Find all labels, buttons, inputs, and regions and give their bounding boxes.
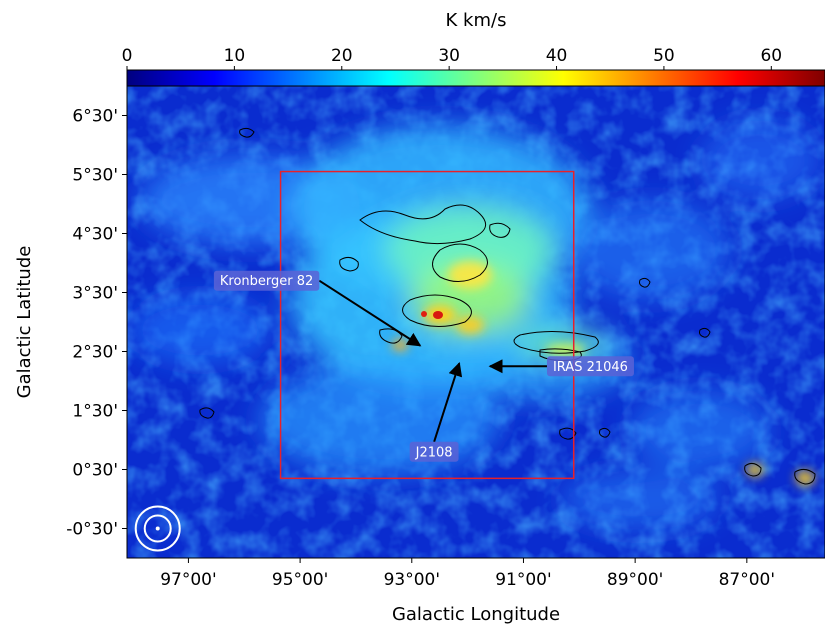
heatmap-image <box>127 86 825 558</box>
annotation-label: J2108 <box>415 445 453 460</box>
y-axis-label: Galactic Latitude <box>14 246 35 399</box>
colorbar-tick-label: 40 <box>546 46 568 66</box>
y-tick-label: 1°30' <box>72 402 118 422</box>
annotation-label: Kronberger 82 <box>220 274 313 289</box>
beam-inner-circle <box>143 514 172 543</box>
y-tick-label: 5°30' <box>72 166 118 186</box>
colorbar-tick-label: 20 <box>331 46 353 66</box>
colorbar-tick-label: 10 <box>224 46 246 66</box>
colorbar-ticks: 0 10 20 30 40 50 60 <box>122 46 782 70</box>
colorbar-tick-label: 30 <box>438 46 460 66</box>
colorbar-label: K km/s <box>446 10 507 31</box>
annotation-arrow <box>433 361 463 443</box>
colorbar-tick-label: 0 <box>122 46 133 66</box>
beam-center-dot <box>155 526 160 531</box>
annotation: J2108 <box>409 361 463 462</box>
region-box <box>279 170 575 480</box>
annotation-box <box>546 356 634 377</box>
x-axis-label: Galactic Longitude <box>392 604 560 625</box>
annotation-box <box>213 270 320 291</box>
colorbar-tick-label: 60 <box>760 46 782 66</box>
x-tick-label: 97°00' <box>160 570 216 590</box>
x-tick-label: 89°00' <box>607 570 663 590</box>
y-tick-label: 6°30' <box>72 107 118 127</box>
y-axis-ticks: -0°30' 0°30' 1°30' 2°30' 3°30' 4°30' 5°30' 6°30… <box>66 107 127 540</box>
x-tick-label: 93°00' <box>384 570 440 590</box>
x-axis-ticks: 97°00' 95°00' 93°00' 91°00' 89°00' 87°00' <box>160 558 775 590</box>
annotations: Kronberger 82 IRAS 21046 J2108 <box>213 270 634 462</box>
colorbar <box>126 69 825 87</box>
annotation: IRAS 21046 <box>488 356 634 377</box>
x-tick-label: 95°00' <box>272 570 328 590</box>
y-tick-label: 2°30' <box>72 343 118 363</box>
annotation-label: IRAS 21046 <box>553 360 628 375</box>
beam-outer-circle <box>134 505 181 552</box>
annotation-arrow <box>318 279 422 347</box>
x-tick-label: 91°00' <box>495 570 551 590</box>
annotation: Kronberger 82 <box>213 270 422 347</box>
y-tick-label: 0°30' <box>72 461 118 481</box>
y-tick-label: 3°30' <box>72 284 118 304</box>
y-tick-label: -0°30' <box>66 520 118 540</box>
annotation-box <box>409 441 459 462</box>
y-tick-label: 4°30' <box>72 225 118 245</box>
x-tick-label: 87°00' <box>719 570 775 590</box>
colorbar-tick-label: 50 <box>653 46 675 66</box>
beam-marker <box>134 505 181 552</box>
